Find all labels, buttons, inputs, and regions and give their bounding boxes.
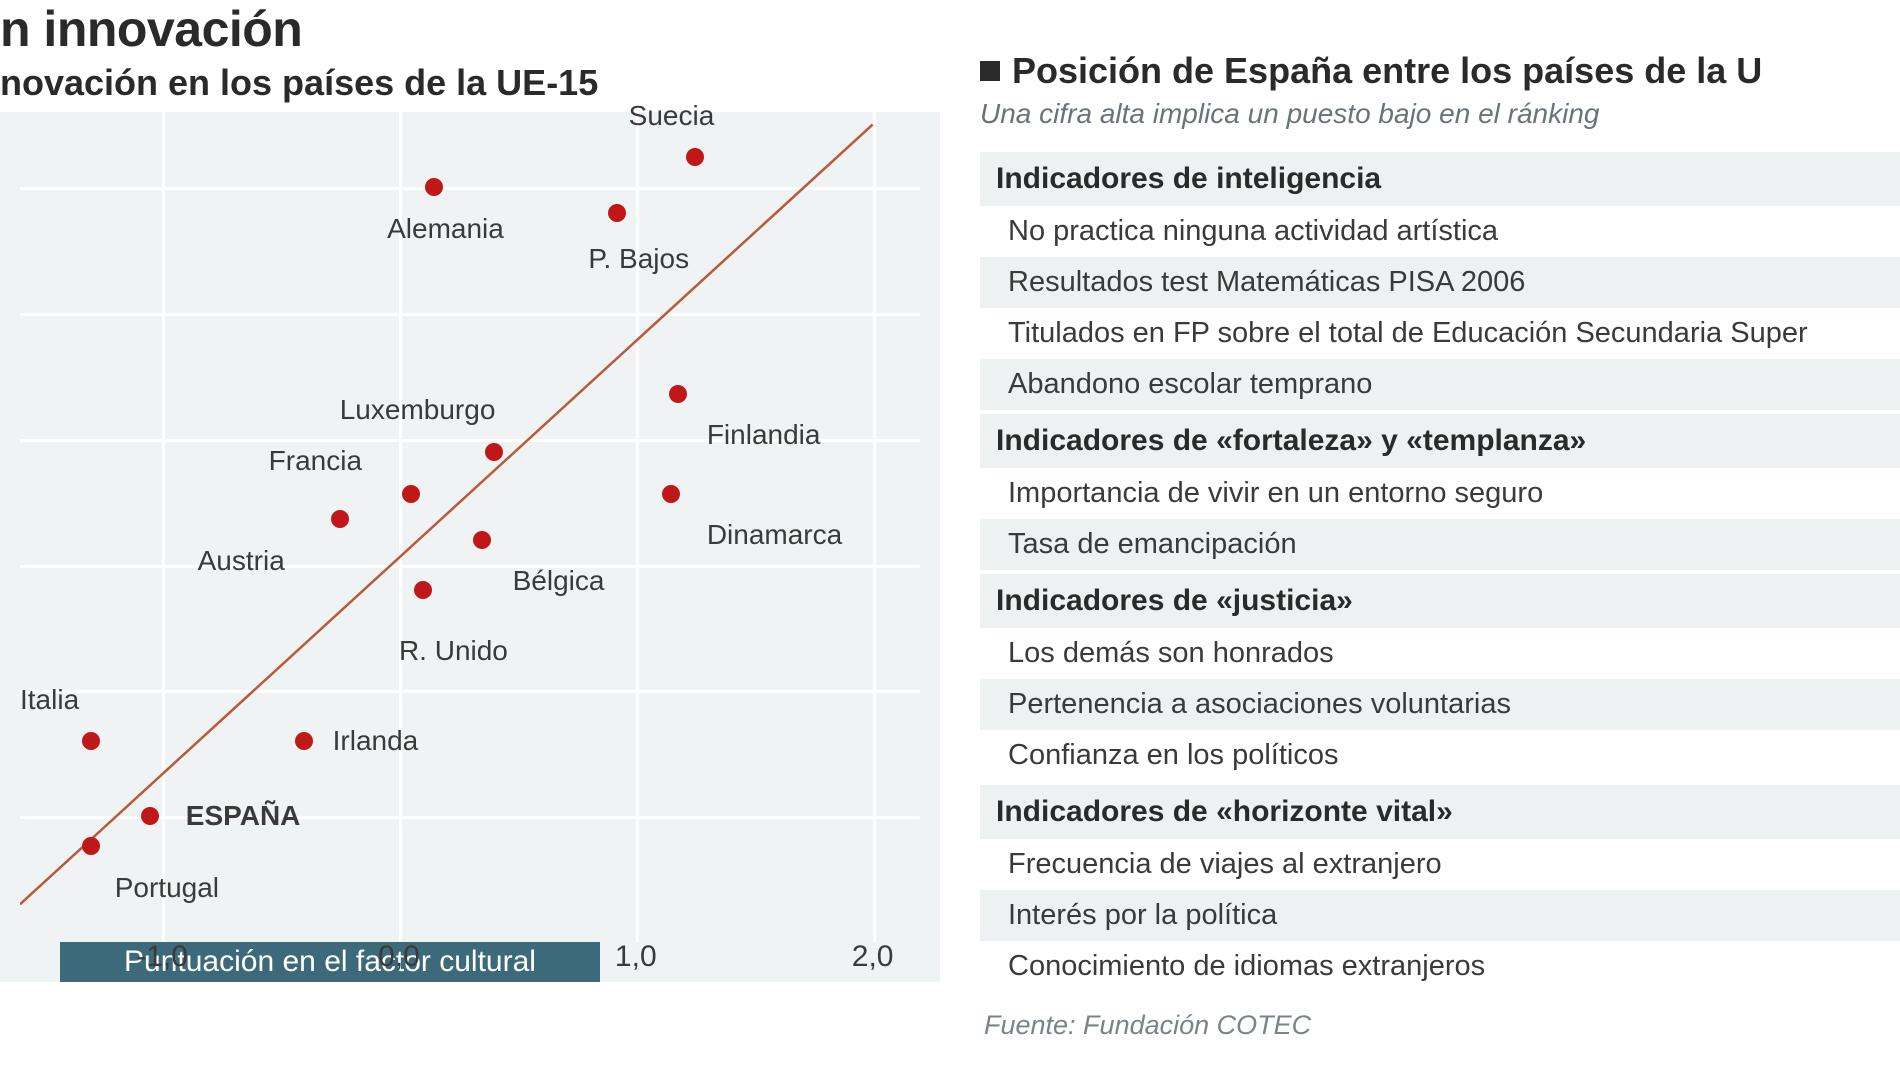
point-label: R. Unido xyxy=(399,635,508,667)
source-text: Fuente: Fundación COTEC xyxy=(980,1010,1900,1041)
indicator-header: Indicadores de «justicia» xyxy=(980,574,1900,628)
gridline-h xyxy=(20,313,920,316)
x-tick: 0,0 xyxy=(378,940,420,974)
data-point xyxy=(425,178,443,196)
point-label: ESPAÑA xyxy=(186,800,301,832)
data-point xyxy=(485,443,503,461)
point-label: Portugal xyxy=(115,872,219,904)
data-point xyxy=(141,807,159,825)
x-tick: -1,0 xyxy=(136,940,188,974)
indicator-row: Importancia de vivir en un entorno segur… xyxy=(980,468,1900,519)
indicators-table: Indicadores de inteligenciaNo practica n… xyxy=(980,152,1900,992)
indicator-row: Interés por la política xyxy=(980,890,1900,941)
right-title: Posición de España entre los países de l… xyxy=(1012,50,1762,92)
data-point xyxy=(82,732,100,750)
point-label: Italia xyxy=(20,684,79,716)
point-label: Luxemburgo xyxy=(340,394,496,426)
point-label: Suecia xyxy=(629,100,715,132)
indicator-row: Resultados test Matemáticas PISA 2006 xyxy=(980,257,1900,308)
indicator-header: Indicadores de inteligencia xyxy=(980,152,1900,206)
right-subtitle: Una cifra alta implica un puesto bajo en… xyxy=(980,98,1900,130)
indicator-section: Indicadores de «justicia»Los demás son h… xyxy=(980,574,1900,781)
data-point xyxy=(662,485,680,503)
data-point xyxy=(686,148,704,166)
indicator-row: Titulados en FP sobre el total de Educac… xyxy=(980,308,1900,359)
data-point xyxy=(414,581,432,599)
gridline-h xyxy=(20,565,920,568)
x-tick: 1,0 xyxy=(615,940,657,974)
data-point xyxy=(331,510,349,528)
point-label: Austria xyxy=(198,545,285,577)
chart-subtitle: novación en los países de la UE-15 xyxy=(0,62,940,104)
point-label: Finlandia xyxy=(707,419,821,451)
indicator-row: Pertenencia a asociaciones voluntarias xyxy=(980,679,1900,730)
point-label: Dinamarca xyxy=(707,519,842,551)
indicator-section: Indicadores de inteligenciaNo practica n… xyxy=(980,152,1900,410)
indicator-header: Indicadores de «horizonte vital» xyxy=(980,785,1900,839)
bullet-icon xyxy=(980,61,1000,81)
scatter-chart: SueciaAlemaniaP. BajosFinlandiaLuxemburg… xyxy=(0,112,940,982)
data-point xyxy=(402,485,420,503)
point-label: Irlanda xyxy=(333,725,419,757)
indicator-row: Los demás son honrados xyxy=(980,628,1900,679)
right-panel: Posición de España entre los países de l… xyxy=(960,0,1900,1069)
data-point xyxy=(295,732,313,750)
indicator-section: Indicadores de «horizonte vital»Frecuenc… xyxy=(980,785,1900,992)
indicator-row: Tasa de emancipación xyxy=(980,519,1900,570)
point-label: Francia xyxy=(269,445,362,477)
point-label: Bélgica xyxy=(513,565,605,597)
main-title: n innovación xyxy=(0,0,940,58)
indicator-header: Indicadores de «fortaleza» y «templanza» xyxy=(980,414,1900,468)
indicator-row: Frecuencia de viajes al extranjero xyxy=(980,839,1900,890)
indicator-row: No practica ninguna actividad artística xyxy=(980,206,1900,257)
point-label: Alemania xyxy=(387,213,504,245)
data-point xyxy=(82,837,100,855)
data-point xyxy=(608,204,626,222)
left-panel: n innovación novación en los países de l… xyxy=(0,0,960,1069)
gridline-h xyxy=(20,187,920,190)
gridline-h xyxy=(20,690,920,693)
data-point xyxy=(473,531,491,549)
point-label: P. Bajos xyxy=(588,243,689,275)
indicator-row: Abandono escolar temprano xyxy=(980,359,1900,410)
data-point xyxy=(669,385,687,403)
indicator-row: Confianza en los políticos xyxy=(980,730,1900,781)
indicator-row: Conocimiento de idiomas extranjeros xyxy=(980,941,1900,992)
indicator-section: Indicadores de «fortaleza» y «templanza»… xyxy=(980,414,1900,570)
x-tick: 2,0 xyxy=(852,940,894,974)
